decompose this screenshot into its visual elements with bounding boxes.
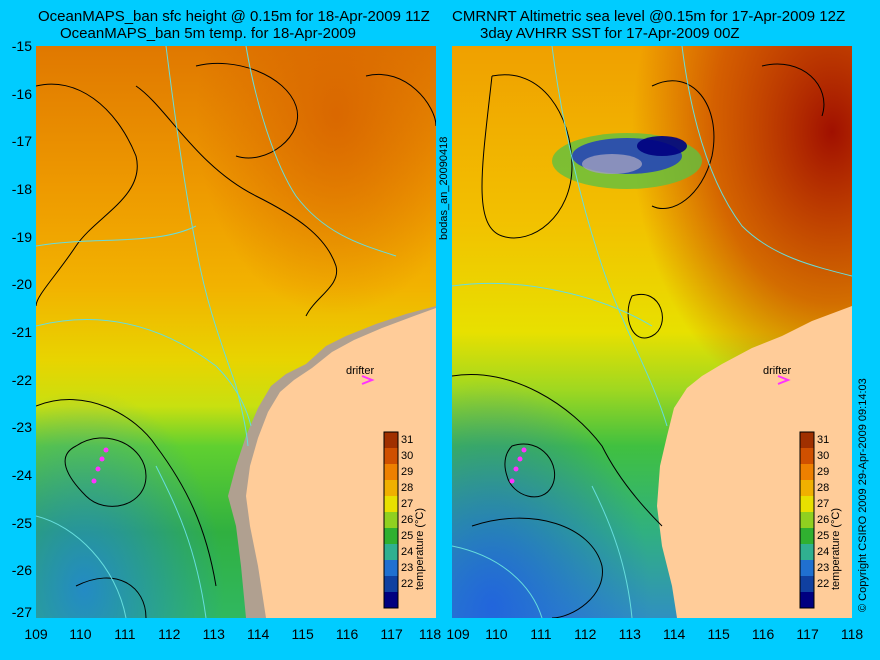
cb-tick: 29 [401, 466, 414, 478]
y-tick: -20 [11, 276, 32, 293]
y-tick: -19 [11, 228, 32, 245]
y-tick: -22 [11, 371, 32, 388]
right-colorbar [799, 431, 815, 609]
cb-tick: 27 [817, 498, 830, 510]
left-sst-map [36, 46, 436, 618]
cb-tick: 29 [817, 466, 830, 478]
left-drifter-track [91, 375, 375, 484]
left-sea-level-contours [36, 62, 436, 618]
right-sst-map [452, 46, 852, 618]
x-tick: 110 [485, 626, 508, 642]
y-tick: -21 [11, 324, 32, 340]
cb-tick: 23 [817, 562, 830, 574]
cb-tick: 26 [401, 514, 414, 526]
x-tick: 115 [291, 626, 314, 642]
x-tick: 115 [707, 626, 730, 642]
right-map-svg [452, 46, 852, 618]
right-cloud-patch [552, 133, 702, 189]
x-tick: 118 [840, 626, 864, 642]
y-tick: -18 [11, 181, 32, 197]
left-colorbar [383, 431, 399, 609]
x-tick: 114 [247, 626, 270, 642]
left-panel-title: OceanMAPS_ban sfc height @ 0.15m for 18-… [38, 8, 430, 42]
x-tick: 113 [618, 626, 641, 642]
y-tick: -16 [11, 85, 32, 102]
right-title-line1: CMRNRT Altimetric sea level @0.15m for 1… [452, 8, 846, 25]
cb-tick: 30 [817, 450, 830, 462]
left-bathymetry-contours [36, 46, 397, 618]
cb-tick: 24 [401, 546, 414, 558]
right-colorbar-title: temperature (°C) [830, 507, 842, 590]
y-tick: -27 [11, 604, 32, 620]
y-tick: -17 [11, 133, 32, 150]
right-drifter-arrow [777, 375, 791, 385]
cb-tick: 25 [401, 530, 414, 542]
x-tick: 117 [796, 626, 819, 642]
x-tick: 112 [574, 626, 597, 642]
x-tick: 118 [418, 626, 442, 642]
left-drifter-arrow [361, 375, 375, 385]
left-drifter-label: drifter [346, 365, 375, 377]
cb-tick: 30 [401, 450, 414, 462]
cb-tick: 28 [817, 482, 830, 494]
x-tick: 116 [335, 626, 359, 642]
cb-tick: 23 [401, 562, 414, 574]
copyright-label: © Copyright CSIRO 2009 29-Apr-2009 09:14… [857, 378, 869, 612]
x-tick: 112 [158, 626, 181, 642]
right-drifter-track [509, 375, 791, 484]
run-id-label: bodas_an_20090418 [438, 136, 450, 240]
y-tick: -23 [11, 419, 32, 436]
x-tick: 109 [446, 626, 470, 642]
x-tick: 114 [663, 626, 686, 642]
cb-tick: 22 [817, 578, 830, 590]
y-tick: -24 [11, 467, 32, 483]
cb-tick: 31 [817, 434, 830, 446]
x-tick: 109 [24, 626, 48, 642]
x-tick: 111 [530, 626, 552, 642]
y-tick: -25 [11, 514, 32, 531]
left-title-line1: OceanMAPS_ban sfc height @ 0.15m for 18-… [38, 8, 430, 25]
cb-tick: 31 [401, 434, 414, 446]
cb-tick: 28 [401, 482, 414, 494]
cb-tick: 25 [817, 530, 830, 542]
cb-tick: 22 [401, 578, 414, 590]
x-tick: 116 [751, 626, 775, 642]
cb-tick: 27 [401, 498, 414, 510]
right-sea-level-contours [452, 63, 825, 618]
y-tick: -26 [11, 562, 32, 579]
x-tick: 111 [114, 626, 136, 642]
x-tick: 110 [69, 626, 92, 642]
right-bathymetry-contours [452, 46, 852, 618]
x-tick: 113 [202, 626, 225, 642]
right-panel-title: CMRNRT Altimetric sea level @0.15m for 1… [452, 8, 845, 42]
left-title-line2: OceanMAPS_ban 5m temp. for 18-Apr-2009 [60, 25, 356, 42]
y-tick: -15 [11, 38, 32, 54]
left-colorbar-title: temperature (°C) [414, 507, 426, 590]
cb-tick: 24 [817, 546, 830, 558]
right-title-line2: 3day AVHRR SST for 17-Apr-2009 00Z [480, 25, 740, 42]
left-map-svg [36, 46, 436, 618]
right-drifter-label: drifter [763, 365, 792, 377]
cb-tick: 26 [817, 514, 830, 526]
x-tick: 117 [380, 626, 403, 642]
